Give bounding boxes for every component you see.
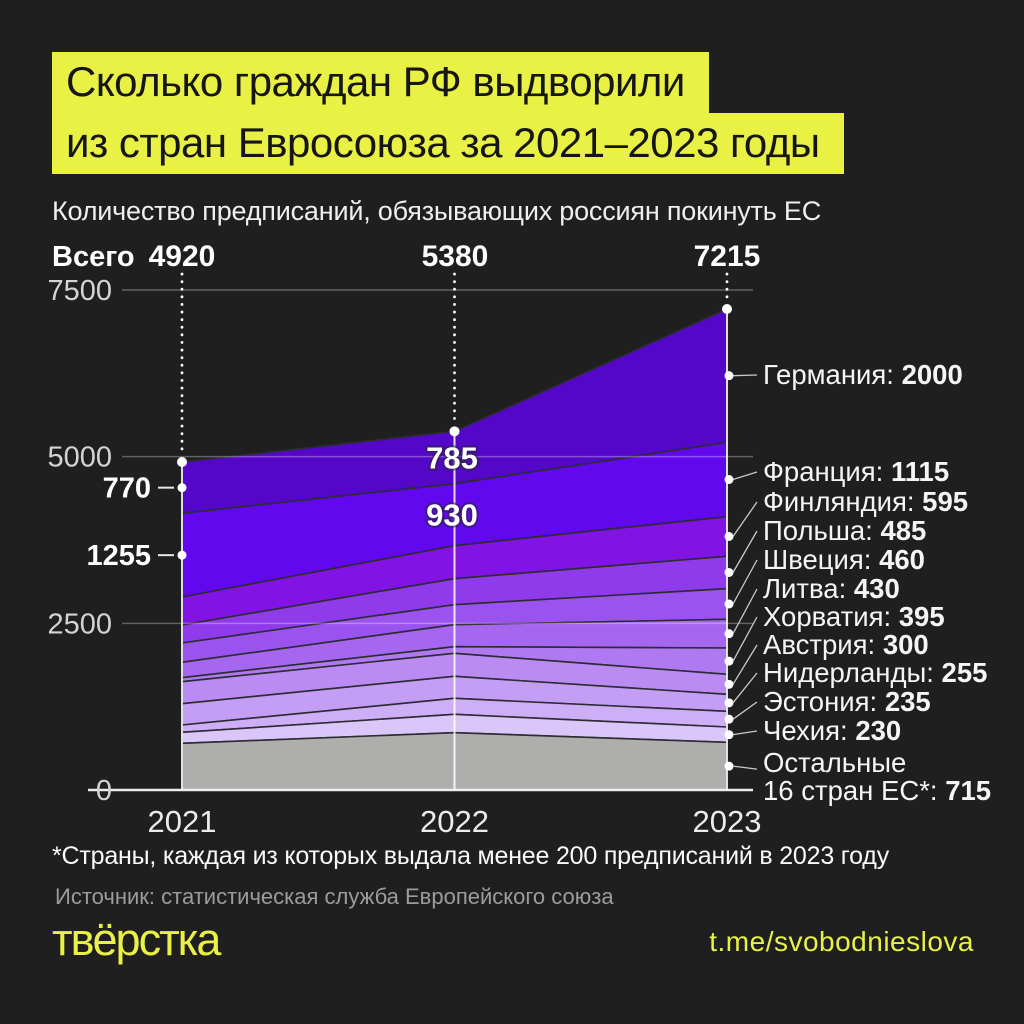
x-tick-label-2023: 2023 — [693, 804, 762, 839]
legend-label-10: Чехия: 230 — [763, 715, 901, 746]
y-tick-label-5000: 5000 — [47, 442, 112, 474]
legend-dot-4 — [724, 599, 734, 609]
legend-label-3: Польша: 485 — [763, 515, 926, 546]
legend-dot-1 — [724, 475, 734, 484]
legend-label-5: Литва: 430 — [763, 573, 900, 604]
legend-dot-8 — [724, 698, 734, 708]
total-2023: 7215 — [693, 240, 761, 273]
legend-leader-3 — [732, 530, 758, 573]
legend-leader-4 — [732, 559, 758, 605]
page-title-line-2: из стран Евросоюза за 2021–2023 годы — [52, 113, 844, 174]
page-title-line-1: Сколько граждан РФ выдворили — [52, 52, 709, 113]
legend-label-11-line2: 16 стран ЕС*: 715 — [763, 775, 991, 806]
left-label-770: 770 — [103, 473, 151, 505]
total-2021: 4920 — [148, 240, 216, 273]
onchart-label-930: 930 — [426, 498, 478, 533]
legend-leader-0 — [732, 374, 758, 377]
legend-leader-10 — [732, 730, 758, 736]
chart-subtitle: Количество предписаний, обязывающих росс… — [52, 196, 822, 226]
legend-label-9: Эстония: 235 — [763, 686, 931, 717]
y-tick-label-7500: 7500 — [47, 275, 112, 307]
left-label-1255: 1255 — [86, 540, 151, 572]
legend-label-6: Хорватия: 395 — [763, 601, 945, 632]
legend-label-0: Германия: 2000 — [763, 359, 963, 390]
legend-dot-0 — [724, 371, 734, 381]
telegram-link[interactable]: t.me/svobodnieslova — [709, 926, 974, 957]
legend-dot-6 — [724, 656, 734, 666]
x-tick-label-2022: 2022 — [420, 804, 489, 839]
onchart-label-785: 785 — [426, 441, 478, 476]
legend-dot-11 — [724, 761, 734, 771]
legend-leader-8 — [732, 672, 758, 704]
total-dot-2021 — [177, 457, 187, 467]
footnote: *Страны, каждая из которых выдала менее … — [52, 842, 889, 870]
left-dot-770 — [177, 483, 187, 493]
legend-dot-7 — [724, 679, 734, 689]
point-labels: 770 1255 785 930 — [86, 439, 479, 573]
total-dot-2022 — [449, 426, 460, 437]
legend-leader-7 — [732, 644, 758, 685]
total-2022: 5380 — [421, 240, 489, 273]
legend-label-4: Швеция: 460 — [763, 544, 925, 575]
page-title: Сколько граждан РФ выдворили из стран Ев… — [52, 52, 844, 174]
verstka-logo: твёрстка — [52, 914, 221, 965]
total-dot-2023 — [722, 304, 732, 314]
legend-leader-1 — [732, 471, 758, 481]
legend-label-1: Франция: 1115 — [763, 456, 949, 487]
legend-label-8: Нидерланды: 255 — [763, 657, 987, 688]
legend-leader-9 — [732, 701, 758, 720]
legend-dot-9 — [724, 714, 734, 724]
y-tick-label-0: 0 — [96, 775, 112, 807]
legend-dot-5 — [724, 629, 734, 639]
legend-leader-11 — [732, 765, 758, 770]
legend-leader-2 — [732, 501, 758, 537]
legend-leader-6 — [732, 616, 758, 662]
source-credit: Источник: статистическая служба Европейс… — [55, 884, 614, 909]
legend-label-2: Финляндия: 595 — [763, 486, 968, 517]
left-dot-1255 — [177, 550, 187, 560]
legend-dot-10 — [724, 730, 734, 740]
legend-dot-3 — [724, 568, 734, 577]
legend-label-7: Австрия: 300 — [763, 629, 929, 660]
totals-label: Всего — [52, 241, 135, 273]
legend-label-11-line1: Остальные — [763, 747, 906, 778]
legend-leader-5 — [732, 588, 758, 634]
x-tick-label-2021: 2021 — [148, 804, 217, 839]
legend-dot-2 — [724, 532, 734, 541]
gridlines: 0 2500 5000 7500 — [47, 275, 753, 807]
y-tick-label-2500: 2500 — [47, 608, 112, 640]
year-guides: 2021 2022 2023 — [148, 272, 762, 839]
